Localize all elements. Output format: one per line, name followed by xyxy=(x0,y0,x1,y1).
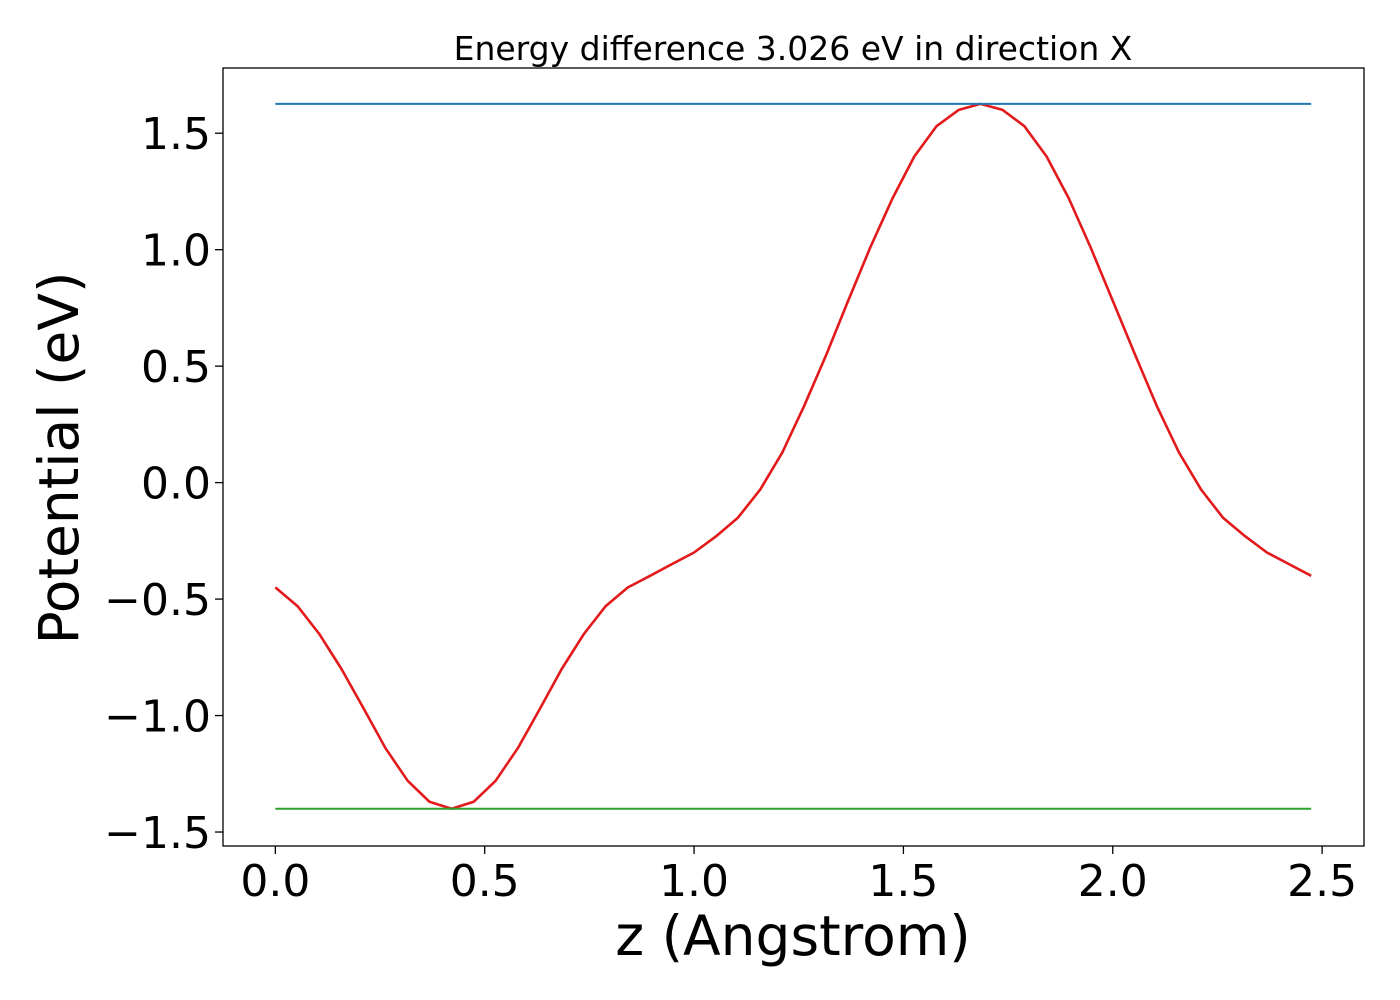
y-tick-label: 1.0 xyxy=(141,226,211,277)
x-axis-ticks: 0.0 0.5 1.0 1.5 2.0 2.5 xyxy=(240,846,1357,907)
y-tick-label: −0.5 xyxy=(104,575,211,626)
x-axis-label: z (Angstrom) xyxy=(615,904,971,968)
plot-frame xyxy=(222,67,1365,847)
y-tick-label: 0.0 xyxy=(141,459,211,510)
x-tick-label: 2.5 xyxy=(1287,856,1357,907)
y-axis-label: Potential (eV) xyxy=(27,272,91,645)
chart-title: Energy difference 3.026 eV in direction … xyxy=(454,29,1133,68)
y-tick-label: 0.5 xyxy=(141,342,211,393)
x-tick-label: 1.0 xyxy=(659,856,729,907)
y-tick-label: −1.5 xyxy=(104,808,211,859)
x-tick-label: 1.5 xyxy=(868,856,938,907)
y-tick-label: 1.5 xyxy=(141,109,211,160)
x-tick-label: 0.5 xyxy=(450,856,520,907)
plot-area xyxy=(274,102,1312,811)
x-tick-label: 0.0 xyxy=(240,856,310,907)
y-axis-ticks: −1.5 −1.0 −0.5 0.0 0.5 1.0 1.5 xyxy=(104,109,223,859)
x-tick-label: 2.0 xyxy=(1078,856,1148,907)
series-line-potential xyxy=(274,102,1312,811)
y-tick-label: −1.0 xyxy=(104,692,211,743)
